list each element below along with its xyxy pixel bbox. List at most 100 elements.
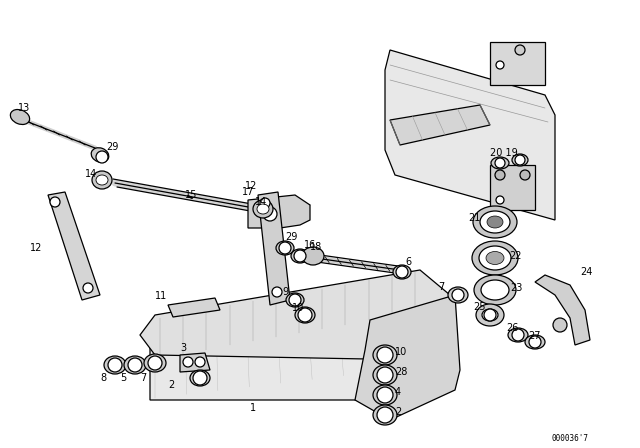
- Ellipse shape: [373, 405, 397, 425]
- Text: 7: 7: [438, 282, 444, 292]
- Ellipse shape: [487, 216, 503, 228]
- Text: 23: 23: [510, 283, 522, 293]
- Text: 20 19: 20 19: [490, 148, 518, 158]
- Polygon shape: [385, 50, 555, 220]
- Circle shape: [515, 45, 525, 55]
- Circle shape: [260, 198, 270, 208]
- Text: 29: 29: [285, 232, 298, 242]
- Polygon shape: [535, 275, 590, 345]
- Text: 2: 2: [395, 407, 401, 417]
- Ellipse shape: [92, 148, 109, 162]
- Text: 000036'7: 000036'7: [552, 434, 589, 443]
- Ellipse shape: [474, 275, 516, 305]
- Text: 6: 6: [405, 257, 411, 267]
- Text: 10: 10: [292, 303, 304, 313]
- Ellipse shape: [448, 287, 468, 303]
- Text: 3: 3: [180, 343, 186, 353]
- Text: 14: 14: [85, 169, 97, 179]
- Circle shape: [272, 287, 282, 297]
- Circle shape: [294, 250, 306, 262]
- Ellipse shape: [10, 109, 29, 125]
- Circle shape: [529, 336, 541, 348]
- Circle shape: [83, 283, 93, 293]
- Circle shape: [512, 329, 524, 341]
- Circle shape: [496, 196, 504, 204]
- Text: 22: 22: [509, 251, 522, 261]
- Ellipse shape: [373, 385, 397, 405]
- Text: 4: 4: [395, 387, 401, 397]
- Ellipse shape: [92, 171, 112, 189]
- Circle shape: [495, 170, 505, 180]
- Ellipse shape: [190, 370, 210, 386]
- Ellipse shape: [512, 154, 528, 166]
- Ellipse shape: [276, 241, 294, 255]
- Polygon shape: [258, 192, 290, 305]
- Text: 5: 5: [120, 373, 126, 383]
- Text: 24: 24: [580, 267, 593, 277]
- Ellipse shape: [291, 249, 309, 263]
- Text: 10: 10: [395, 347, 407, 357]
- Ellipse shape: [491, 157, 509, 169]
- Text: 1: 1: [250, 403, 256, 413]
- Ellipse shape: [96, 175, 108, 185]
- Polygon shape: [48, 192, 100, 300]
- Ellipse shape: [479, 246, 511, 270]
- Circle shape: [452, 289, 464, 301]
- Polygon shape: [150, 320, 420, 400]
- Text: 12: 12: [30, 243, 42, 253]
- Text: 18: 18: [310, 242, 323, 252]
- Ellipse shape: [286, 293, 304, 307]
- Text: 9: 9: [282, 287, 288, 297]
- Circle shape: [377, 387, 393, 403]
- Polygon shape: [375, 295, 455, 360]
- Circle shape: [553, 318, 567, 332]
- Circle shape: [377, 407, 393, 423]
- Circle shape: [520, 170, 530, 180]
- Ellipse shape: [472, 241, 518, 275]
- Polygon shape: [390, 105, 490, 145]
- Circle shape: [396, 266, 408, 278]
- Circle shape: [515, 155, 525, 165]
- Polygon shape: [355, 295, 460, 420]
- Ellipse shape: [473, 206, 517, 238]
- Text: 7: 7: [140, 373, 147, 383]
- Ellipse shape: [508, 328, 528, 342]
- Circle shape: [108, 358, 122, 372]
- Ellipse shape: [144, 354, 166, 372]
- Ellipse shape: [302, 247, 324, 265]
- Ellipse shape: [253, 200, 273, 218]
- Circle shape: [128, 358, 142, 372]
- Circle shape: [50, 197, 60, 207]
- Circle shape: [183, 357, 193, 367]
- Text: 21: 21: [468, 213, 481, 223]
- Text: 2: 2: [168, 380, 174, 390]
- Ellipse shape: [257, 204, 269, 214]
- Ellipse shape: [295, 307, 315, 323]
- Text: 25: 25: [473, 302, 486, 312]
- Circle shape: [148, 356, 162, 370]
- Ellipse shape: [104, 356, 126, 374]
- Circle shape: [263, 207, 277, 221]
- Text: 16: 16: [304, 240, 316, 250]
- Polygon shape: [168, 298, 220, 317]
- Circle shape: [96, 151, 108, 163]
- Circle shape: [496, 61, 504, 69]
- Text: 12: 12: [245, 181, 257, 191]
- Polygon shape: [140, 270, 455, 360]
- Circle shape: [195, 357, 205, 367]
- Ellipse shape: [525, 335, 545, 349]
- Circle shape: [377, 367, 393, 383]
- Circle shape: [495, 158, 505, 168]
- Circle shape: [298, 308, 312, 322]
- Text: 29: 29: [106, 142, 118, 152]
- Ellipse shape: [486, 251, 504, 264]
- Text: 15: 15: [185, 190, 197, 200]
- Ellipse shape: [124, 356, 146, 374]
- Circle shape: [484, 309, 496, 321]
- Text: 11: 11: [155, 291, 167, 301]
- Text: 14: 14: [255, 197, 268, 207]
- Ellipse shape: [476, 304, 504, 326]
- Ellipse shape: [481, 280, 509, 300]
- Polygon shape: [490, 42, 545, 85]
- Circle shape: [193, 371, 207, 385]
